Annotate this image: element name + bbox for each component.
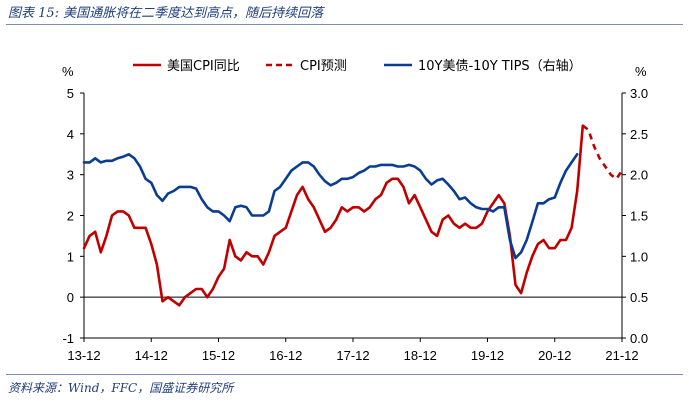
x-tick-label: 16-12 [269,348,302,363]
axes: -1 0 1 2 3 4 5 0.0 0.5 1.0 1.5 2.0 2.5 3.0 13-12 14-12 1… [62,86,648,363]
series-line-0 [82,124,585,307]
bottom-rule [6,374,683,375]
x-tick-label: 21-12 [605,348,638,363]
y-right-tick-label: 2.5 [630,127,648,142]
series-lines [82,124,624,307]
series-line-2 [82,153,579,260]
y-left-tick-label: -1 [62,331,74,346]
y-right-tick-label: 0.5 [630,290,648,305]
y-left-unit: % [62,64,74,79]
legend: 美国CPI同比 CPI预测 10Y美债-10Y TIPS（右轴） [133,59,582,74]
source-note: 资料来源：Wind，FFC，国盛证券研究所 [8,381,234,395]
y-left-tick-label: 5 [67,86,74,101]
y-right-tick-label: 2.0 [630,168,648,183]
x-tick-label: 19-12 [471,348,504,363]
chart: % % 美国CPI同比 CPI预测 10Y美债-10Y TIPS（右轴） -1 0 1 2… [62,59,648,363]
y-left-tick-label: 2 [67,209,74,224]
x-tick-label: 13-12 [67,348,100,363]
title-rule [6,24,683,25]
x-tick-label: 20-12 [538,348,571,363]
y-right-tick-label: 3.0 [630,86,648,101]
legend-label-1: CPI预测 [300,59,347,74]
y-left-tick-label: 3 [67,168,74,183]
x-tick-label: 18-12 [404,348,437,363]
y-right-tick-label: 0.0 [630,331,648,346]
y-left-tick-label: 4 [67,127,74,142]
x-tick-label: 17-12 [336,348,369,363]
legend-label-2: 10Y美债-10Y TIPS（右轴） [418,59,582,74]
y-right-tick-label: 1.0 [630,249,648,264]
legend-label-0: 美国CPI同比 [167,59,240,74]
y-right-unit: % [635,64,647,79]
y-left-tick-label: 1 [67,249,74,264]
y-left-tick-label: 0 [67,290,74,305]
series-line-1 [582,124,624,181]
figure-title: 图表 15: 美国通胀将在二季度达到高点，随后持续回落 [8,6,324,21]
x-tick-label: 15-12 [202,348,235,363]
y-right-tick-label: 1.5 [630,209,648,224]
x-tick-label: 14-12 [135,348,168,363]
